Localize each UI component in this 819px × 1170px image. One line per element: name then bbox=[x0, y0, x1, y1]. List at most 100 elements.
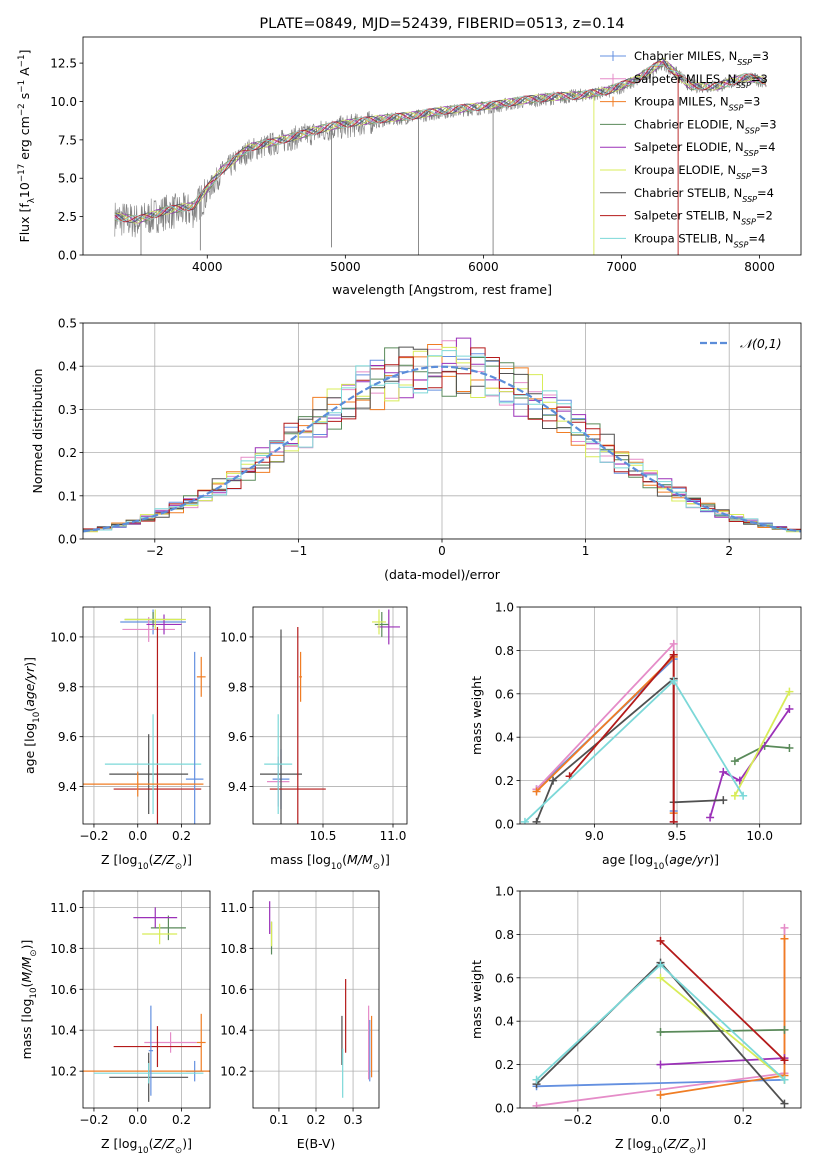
weight-marker bbox=[780, 1075, 789, 1084]
x-tick-label: 2 bbox=[725, 544, 733, 558]
y-tick-label: 10.0 bbox=[50, 630, 77, 644]
weight-line-2 bbox=[660, 938, 786, 1096]
x-tick-label: 11.0 bbox=[380, 829, 407, 843]
y-tick-label: 0.0 bbox=[58, 249, 77, 263]
weight-line-4 bbox=[660, 1057, 785, 1066]
y-tick-label: 10.8 bbox=[50, 942, 77, 956]
x-tick-label: 0.2 bbox=[306, 1113, 325, 1127]
weight-marker bbox=[656, 973, 665, 982]
weight-marker bbox=[780, 1099, 789, 1108]
model-line-8 bbox=[114, 64, 766, 222]
y-tick-label: 0.2 bbox=[58, 446, 77, 460]
x-axis-label: E(B-V) bbox=[297, 1136, 336, 1151]
y-tick-label: 10.0 bbox=[50, 95, 77, 109]
weight-marker bbox=[656, 936, 665, 945]
x-tick-label: 5000 bbox=[330, 260, 361, 274]
x-tick-label: 0.2 bbox=[172, 829, 191, 843]
panel-age-vs-mass: 10.5 11.0 9.4 9.6 9.8 10.0 mass [log10(M/M⊙)] bbox=[220, 606, 408, 872]
y-axis-label: Normed distribution bbox=[30, 369, 45, 494]
panel-spectrum: 4000 5000 6000 7000 8000 0.0 2.5 5.0 7.5 10.0 12.5… bbox=[17, 16, 802, 297]
weight-line-7 bbox=[659, 940, 786, 1061]
x-tick-label: −2 bbox=[146, 544, 164, 558]
x-tick-label: 0.1 bbox=[269, 1113, 288, 1127]
y-tick-label: 10.6 bbox=[220, 983, 247, 997]
axes-frame bbox=[82, 606, 211, 825]
histogram-step-7 bbox=[83, 347, 801, 530]
x-axis-label: mass [log10(M/M⊙)] bbox=[270, 852, 390, 872]
weight-line-0 bbox=[536, 1078, 785, 1088]
x-tick-label: 0.0 bbox=[651, 1113, 670, 1127]
weight-marker bbox=[780, 1056, 789, 1065]
weight-line-3 bbox=[660, 1029, 785, 1033]
x-tick-label: 0.2 bbox=[172, 1113, 191, 1127]
weight-marker bbox=[656, 1028, 665, 1037]
y-tick-label: 0.4 bbox=[495, 1015, 514, 1029]
plot-area bbox=[520, 891, 801, 1108]
weight-marker bbox=[532, 1075, 541, 1084]
chart-title: PLATE=0849, MJD=52439, FIBERID=0513, z=0… bbox=[259, 16, 624, 32]
x-tick-label: 9.5 bbox=[667, 829, 686, 843]
x-tick-label: 4000 bbox=[192, 260, 223, 274]
x-axis-label: (data-model)/error bbox=[384, 567, 501, 582]
legend-label: Chabrier STELIB, NSSP=4 bbox=[634, 186, 774, 204]
panel-mass-vs-ebv: 0.1 0.2 0.3 10.2 10.4 10.6 10.8 11.0 E(B-V) bbox=[220, 890, 380, 1151]
weight-marker bbox=[785, 687, 794, 696]
x-tick-label: 8000 bbox=[744, 260, 775, 274]
y-tick-label: 7.5 bbox=[58, 133, 77, 147]
weight-line-4 bbox=[709, 708, 791, 818]
weight-marker bbox=[656, 960, 665, 969]
weight-marker bbox=[739, 791, 748, 800]
plot-area bbox=[83, 607, 210, 824]
legend-label: Kroupa MILES, NSSP=3 bbox=[634, 95, 760, 113]
y-tick-label: 9.6 bbox=[228, 730, 247, 744]
y-tick-label: 0.1 bbox=[58, 489, 77, 503]
x-tick-label: 6000 bbox=[468, 260, 499, 274]
legend-label: Chabrier ELODIE, NSSP=3 bbox=[634, 117, 777, 135]
y-tick-label: 0.4 bbox=[495, 731, 514, 745]
x-tick-label: 9.0 bbox=[585, 829, 604, 843]
plot-area bbox=[253, 607, 407, 824]
legend-label: Salpeter ELODIE, NSSP=4 bbox=[634, 140, 775, 158]
axes-frame bbox=[82, 890, 211, 1109]
panel-residuals: −2 −1 0 1 2 0.0 0.1 0.2 0.3 0.4 0.5 (data-model)/er… bbox=[30, 317, 802, 582]
y-tick-label: 2.5 bbox=[58, 210, 77, 224]
y-tick-label: 10.0 bbox=[220, 630, 247, 644]
y-tick-label: 10.2 bbox=[50, 1065, 77, 1079]
weight-marker bbox=[669, 650, 678, 659]
x-tick-label: −0.2 bbox=[79, 829, 108, 843]
weight-marker bbox=[785, 744, 794, 753]
x-axis-label: Z [log10(Z/Z⊙)] bbox=[615, 1136, 706, 1156]
weight-line-5 bbox=[734, 691, 791, 797]
panel-mass-vs-Z: −0.2 0.0 0.2 10.2 10.4 10.6 10.8 11.0 Z [log10(Z… bbox=[19, 890, 211, 1156]
weight-line-1 bbox=[535, 641, 675, 822]
legend-label: Kroupa ELODIE, NSSP=3 bbox=[634, 163, 768, 181]
legend-label: Salpeter STELIB, NSSP=2 bbox=[634, 209, 773, 227]
plot-area bbox=[253, 891, 379, 1108]
histogram-step-8 bbox=[83, 350, 801, 532]
model-line-4 bbox=[114, 60, 766, 224]
x-tick-label: 0.3 bbox=[344, 1113, 363, 1127]
y-tick-label: 0.5 bbox=[58, 317, 77, 331]
x-tick-label: 1 bbox=[582, 544, 590, 558]
x-tick-label: 10.0 bbox=[746, 829, 773, 843]
y-tick-label: 11.0 bbox=[220, 901, 247, 915]
x-tick-label: 7000 bbox=[606, 260, 637, 274]
weight-marker bbox=[780, 1025, 789, 1034]
weight-marker bbox=[532, 787, 541, 796]
x-tick-label: 0.2 bbox=[734, 1113, 753, 1127]
y-tick-label: 12.5 bbox=[50, 57, 77, 71]
y-tick-label: 10.4 bbox=[220, 1024, 247, 1038]
y-tick-label: 9.6 bbox=[58, 730, 77, 744]
plot-area bbox=[83, 891, 210, 1108]
weight-line-5 bbox=[659, 977, 786, 1081]
y-tick-label: 0.8 bbox=[495, 928, 514, 942]
x-axis-label: wavelength [Angstrom, rest frame] bbox=[332, 282, 552, 297]
y-tick-label: 0.4 bbox=[58, 360, 77, 374]
y-tick-label: 0.0 bbox=[495, 818, 514, 832]
weight-marker bbox=[730, 757, 739, 766]
y-tick-label: 11.0 bbox=[50, 901, 77, 915]
y-tick-label: 0.0 bbox=[495, 1102, 514, 1116]
y-tick-label: 10.2 bbox=[220, 1065, 247, 1079]
y-axis-label: age [log10(age/yr)] bbox=[22, 657, 42, 774]
